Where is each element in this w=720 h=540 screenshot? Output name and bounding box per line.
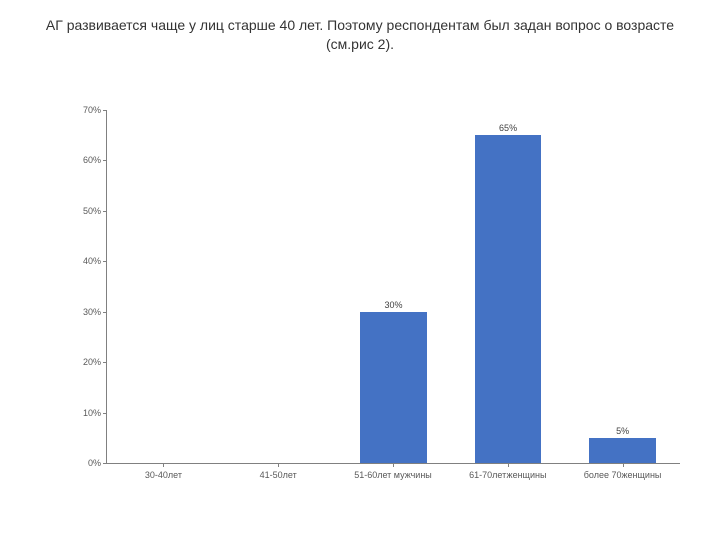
bar-slot: [107, 110, 222, 463]
y-tick: 50%: [71, 206, 101, 216]
bar-value-label: 30%: [384, 300, 402, 310]
x-axis-label: 30-40лет: [106, 464, 221, 490]
y-tick-mark: [103, 312, 107, 313]
y-tick-mark: [103, 160, 107, 161]
page-title: АГ развивается чаще у лиц старше 40 лет.…: [40, 16, 680, 54]
y-tick: 40%: [71, 256, 101, 266]
bar-slot: [222, 110, 337, 463]
x-axis-label: 61-70летженщины: [450, 464, 565, 490]
x-axis-labels: 30-40лет41-50лет51-60лет мужчины61-70лет…: [106, 464, 680, 490]
y-tick: 0%: [71, 458, 101, 468]
bar: 5%: [589, 438, 655, 463]
y-tick: 30%: [71, 307, 101, 317]
bar-slot: 65%: [451, 110, 566, 463]
x-tick-mark: [163, 463, 164, 467]
bar-value-label: 5%: [616, 426, 629, 436]
x-tick-mark: [508, 463, 509, 467]
bar-value-label: 65%: [499, 123, 517, 133]
y-tick-mark: [103, 261, 107, 262]
x-tick-mark: [623, 463, 624, 467]
y-tick-mark: [103, 110, 107, 111]
y-tick: 10%: [71, 408, 101, 418]
x-tick-mark: [278, 463, 279, 467]
page: АГ развивается чаще у лиц старше 40 лет.…: [0, 0, 720, 540]
bar-slot: 5%: [565, 110, 680, 463]
y-tick: 70%: [71, 105, 101, 115]
y-tick-mark: [103, 211, 107, 212]
bar: 65%: [475, 135, 541, 463]
y-tick: 60%: [71, 155, 101, 165]
y-tick-mark: [103, 362, 107, 363]
x-axis-label: 41-50лет: [221, 464, 336, 490]
y-tick: 20%: [71, 357, 101, 367]
x-axis-label: 51-60лет мужчины: [336, 464, 451, 490]
x-axis-label: более 70женщины: [565, 464, 680, 490]
plot-area: 30%65%5% 0%10%20%30%40%50%60%70%: [106, 110, 680, 464]
bar-chart: 30%65%5% 0%10%20%30%40%50%60%70% 30-40ле…: [70, 110, 680, 490]
bars-container: 30% 65% 5%: [107, 110, 680, 463]
bar-slot: 30%: [336, 110, 451, 463]
y-tick-mark: [103, 413, 107, 414]
x-tick-mark: [393, 463, 394, 467]
bar: 30%: [360, 312, 426, 463]
